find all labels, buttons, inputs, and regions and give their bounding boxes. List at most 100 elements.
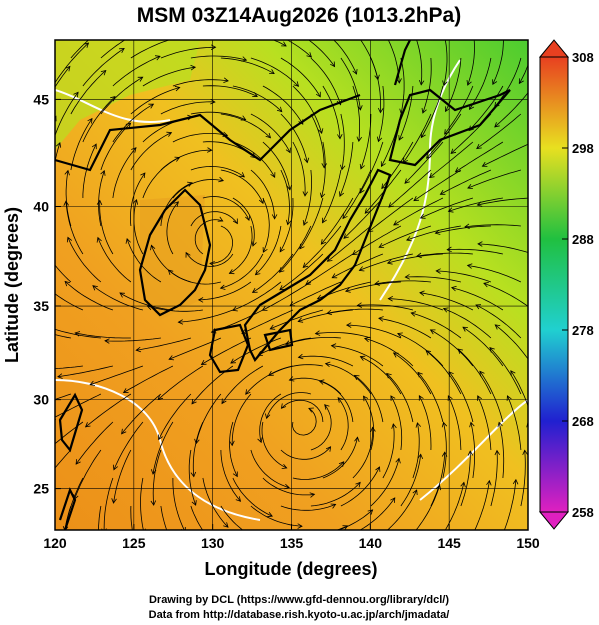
streamline	[140, 477, 144, 530]
streamline	[402, 113, 432, 163]
stream-arrow	[65, 65, 71, 72]
stream-arrow	[73, 16, 78, 21]
streamline	[185, 252, 234, 267]
colorbar-tick-label: 268	[572, 414, 594, 429]
stream-arrow	[391, 423, 397, 429]
stream-arrow	[343, 233, 349, 239]
y-tick-label: 30	[33, 392, 49, 408]
streamline	[57, 365, 113, 378]
stream-arrow	[223, 77, 229, 83]
stream-arrow	[352, 249, 358, 255]
stream-arrow	[464, 223, 470, 229]
streamline	[331, 345, 384, 367]
streamline	[429, 141, 474, 178]
streamline	[55, 449, 72, 469]
stream-arrow	[265, 413, 271, 420]
streamline	[280, 446, 331, 460]
y-axis-label: Latitude (degrees)	[2, 207, 22, 363]
stream-arrow	[320, 239, 327, 245]
streamline	[272, 40, 287, 47]
streamline	[133, 199, 144, 255]
stream-arrow	[367, 509, 374, 515]
colorbar-tick-label: 258	[572, 505, 594, 520]
streamline	[370, 458, 400, 507]
stream-arrow	[39, 452, 44, 457]
stream-arrow	[84, 422, 91, 428]
stream-arrow	[191, 398, 197, 405]
streamline	[98, 170, 105, 227]
stream-arrow	[359, 355, 366, 361]
streamline	[55, 264, 72, 283]
streamline	[262, 85, 304, 125]
stream-arrow	[494, 122, 500, 128]
stream-arrow	[258, 538, 263, 542]
streamline	[160, 46, 216, 59]
stream-arrow	[276, 106, 283, 113]
stream-arrow	[326, 309, 333, 316]
stream-arrow	[131, 147, 137, 153]
streamline	[444, 482, 465, 530]
streamline	[53, 0, 94, 30]
stream-arrow	[62, 525, 69, 530]
streamline	[413, 169, 462, 202]
stream-arrow	[489, 346, 495, 353]
streamline	[462, 326, 504, 367]
stream-arrow	[177, 35, 182, 40]
stream-arrow	[404, 274, 410, 280]
streamline	[55, 334, 71, 339]
stream-arrow	[119, 292, 125, 298]
stream-arrow	[185, 251, 191, 258]
stream-arrow	[218, 176, 224, 183]
stream-arrow	[305, 279, 311, 285]
stream-arrow	[229, 440, 235, 447]
streamline	[250, 449, 290, 488]
streamline	[477, 395, 492, 451]
streamline	[113, 421, 144, 470]
stream-arrow	[135, 346, 142, 353]
streamline	[280, 504, 336, 511]
stream-arrow	[326, 256, 333, 262]
stream-arrow	[352, 69, 358, 75]
stream-arrow	[331, 273, 338, 279]
stream-arrow	[522, 449, 528, 456]
stream-arrow	[286, 184, 292, 191]
streamline	[190, 505, 204, 530]
stream-arrow	[17, 407, 22, 412]
stream-arrow	[324, 361, 331, 368]
stream-arrow	[217, 216, 224, 222]
stream-arrow	[269, 324, 276, 330]
streamline	[289, 377, 342, 395]
stream-arrow	[428, 172, 435, 179]
streamline	[97, 237, 132, 283]
streamline	[158, 393, 192, 440]
stream-arrow	[497, 421, 503, 428]
stream-arrow	[321, 163, 327, 169]
streamline	[279, 253, 324, 291]
stream-arrow	[510, 370, 516, 376]
streamline	[400, 454, 422, 507]
streamline	[82, 143, 97, 198]
stream-arrow	[96, 236, 102, 243]
streamline	[104, 337, 161, 342]
streamline	[416, 252, 473, 257]
streamline	[178, 309, 234, 323]
streamline	[474, 480, 490, 530]
stream-arrow	[140, 172, 146, 179]
streamline	[492, 40, 504, 85]
stream-arrow	[363, 336, 370, 343]
streamline	[322, 85, 341, 139]
streamline	[100, 76, 143, 115]
stream-arrow	[435, 268, 441, 274]
streamline	[378, 225, 432, 248]
streamline	[393, 352, 432, 395]
streamline	[252, 253, 294, 293]
streamline	[489, 347, 522, 395]
streamline	[195, 393, 222, 444]
stream-arrow	[330, 61, 336, 68]
stream-arrow	[390, 395, 396, 401]
streamline	[64, 281, 114, 311]
stream-arrow	[486, 479, 492, 486]
streamline	[378, 85, 385, 142]
streamline	[420, 197, 474, 219]
streamline	[147, 305, 203, 312]
